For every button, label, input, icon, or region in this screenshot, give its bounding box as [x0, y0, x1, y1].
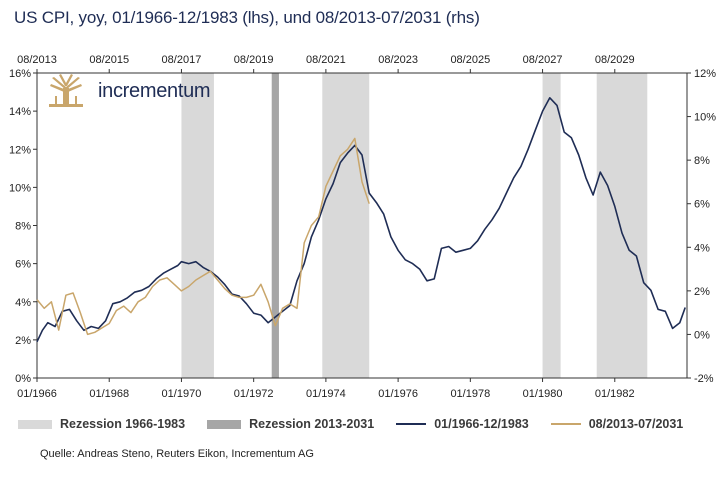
top-tick-label: 08/2017 [162, 54, 202, 66]
left-tick-label: 0% [15, 373, 31, 385]
legend-swatch-recession-1966 [18, 419, 52, 429]
legend-label-recession-1966: Rezession 1966-1983 [60, 417, 186, 431]
legend-label-series-2013: 08/2013-07/2031 [588, 417, 684, 431]
bottom-tick-label: 01/1974 [306, 388, 346, 400]
legend: Rezession 1966-1983 Rezession 2013-2031 … [18, 417, 705, 431]
bottom-tick-label: 01/1978 [450, 388, 490, 400]
series-line-2013-2031 [36, 137, 370, 336]
logo-text: incrementum [98, 79, 211, 102]
top-tick-label: 08/2013 [17, 54, 57, 66]
legend-label-series-1966: 01/1966-12/1983 [434, 417, 529, 431]
bottom-tick-label: 01/1980 [523, 388, 563, 400]
top-tick-label: 08/2025 [450, 54, 490, 66]
recession-band-1966 [181, 73, 214, 378]
top-tick-label: 08/2029 [595, 54, 635, 66]
legend-item-series-2013: 08/2013-07/2031 [550, 417, 684, 431]
right-tick-label: 6% [694, 199, 710, 211]
source-note: Quelle: Andreas Steno, Reuters Eikon, In… [40, 448, 314, 460]
incrementum-logo: incrementum [46, 74, 211, 108]
legend-swatch-series-2013 [550, 423, 581, 425]
recession-band-2013 [271, 73, 279, 378]
tree-logo-icon [49, 74, 83, 107]
left-tick-label: 4% [15, 297, 31, 309]
legend-swatch-recession-2013 [207, 419, 242, 429]
top-tick-label: 08/2015 [89, 54, 129, 66]
left-tick-label: 2% [15, 335, 31, 347]
chart-title: US CPI, yoy, 01/1966-12/1983 (lhs), und … [14, 8, 480, 27]
right-tick-label: 0% [694, 329, 710, 341]
right-tick-label: 8% [694, 155, 710, 167]
left-tick-label: 10% [9, 182, 31, 194]
right-tick-label: 2% [694, 286, 710, 298]
right-tick-label: 12% [694, 68, 716, 80]
left-tick-label: 16% [9, 68, 31, 80]
right-tick-label: -2% [694, 373, 714, 385]
legend-item-recession-2013: Rezession 2013-2031 [207, 417, 374, 431]
bottom-tick-label: 01/1970 [162, 388, 202, 400]
legend-item-series-1966: 01/1966-12/1983 [396, 417, 529, 431]
left-tick-label: 12% [9, 144, 31, 156]
top-tick-label: 08/2019 [234, 54, 274, 66]
right-tick-label: 4% [694, 242, 710, 254]
top-tick-label: 08/2023 [378, 54, 418, 66]
recession-band-1966 [542, 73, 561, 378]
legend-label-recession-2013: Rezession 2013-2031 [249, 417, 375, 431]
left-tick-label: 14% [9, 106, 31, 118]
bottom-tick-label: 01/1968 [89, 388, 129, 400]
right-tick-label: 10% [694, 112, 716, 124]
left-tick-label: 8% [15, 221, 31, 233]
legend-item-recession-1966: Rezession 1966-1983 [18, 417, 185, 431]
left-tick-label: 6% [15, 259, 31, 271]
bottom-tick-label: 01/1976 [378, 388, 418, 400]
bottom-tick-label: 01/1972 [234, 388, 274, 400]
bottom-tick-label: 01/1966 [17, 388, 57, 400]
legend-swatch-series-1966 [396, 423, 427, 425]
top-tick-label: 08/2027 [523, 54, 563, 66]
recession-band-1966 [322, 73, 370, 378]
bottom-tick-label: 01/1982 [595, 388, 635, 400]
series-line-1966-1983 [36, 97, 686, 343]
recession-band-1966 [596, 73, 648, 378]
top-tick-label: 08/2021 [306, 54, 346, 66]
chart-area: 0% 2% 4% 6% 8% 10% 12% 14% 16% -2% 0% 2% 4% 6% 8% 10% 12… [9, 54, 716, 400]
